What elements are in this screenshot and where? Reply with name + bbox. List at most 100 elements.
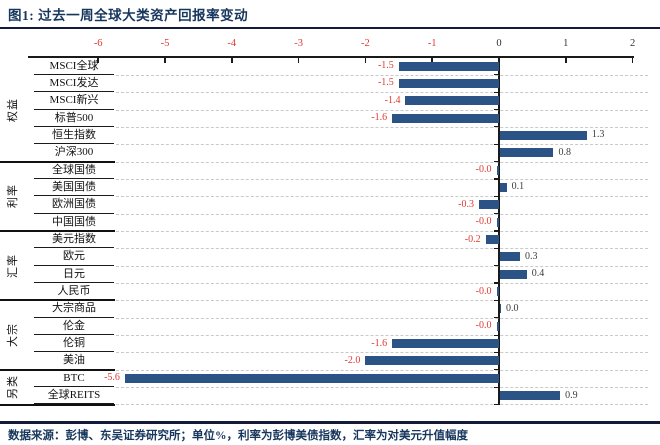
zero-axis-tick [493,299,499,301]
bar [500,252,521,262]
zero-axis-tick [493,178,499,180]
row-gridline [116,317,648,319]
bar [500,182,507,192]
x-axis-tick-label: -4 [227,38,237,49]
chart-row: 全球REITS 0.9 [0,387,660,406]
chart-row: 沪深300 0.8 [0,144,660,163]
zero-axis-tick [493,386,499,388]
group-divider [0,368,115,371]
footer-divider [0,421,660,424]
value-label: -0.3 [458,198,474,210]
row-gridline [116,144,648,146]
row-gridline [116,109,648,111]
bar [398,61,499,71]
zero-axis-tick [493,161,499,163]
x-axis-tick-label: -3 [294,38,303,49]
x-axis-tick-label: -6 [93,38,103,49]
bar [500,391,561,401]
value-label: 0.4 [531,268,545,280]
chart-row: 恒生指数 1.3 [0,127,660,146]
row-gridline [116,300,648,302]
group-divider [0,403,115,406]
row-gridline [116,92,648,94]
bar [500,148,554,158]
row-label: 伦铜 [34,335,114,353]
row-gridline [116,248,648,250]
x-axis-tick-label: -2 [361,38,370,49]
zero-axis-tick [493,230,499,232]
chart-row: 欧洲国债 -0.3 [0,196,660,215]
chart-row: 伦铜 -1.6 [0,335,660,354]
chart-row: 中国国债 -0.0 [0,214,660,232]
value-label: 1.3 [591,129,605,141]
row-label: 全球REITS [34,387,114,405]
chart-row: 伦金 -0.0 [0,318,660,337]
value-label: -5.6 [104,372,120,384]
value-label: -0.2 [464,233,481,245]
value-label: -2.0 [344,354,361,366]
row-label: MSCI发达 [34,75,114,93]
source-note: 数据来源：彭博、东吴证券研究所；单位%，利率为彭博美债指数，汇率为对美元升值幅度 [8,430,468,442]
group-label: 汇率 [7,253,19,278]
x-axis-tick-mark [631,56,634,63]
title-divider [0,27,660,29]
row-label: 伦金 [34,318,114,336]
row-label: 恒生指数 [34,127,114,145]
value-label: -0.0 [475,164,492,176]
zero-axis-tick [493,317,499,319]
row-gridline [116,387,648,389]
x-axis-tick-mark [364,56,367,63]
x-axis-tick-label: -5 [160,38,170,49]
bar [496,165,499,175]
value-label: -1.6 [371,337,388,349]
x-axis-tick-label: 2 [629,38,636,49]
row-gridline [116,196,648,198]
bar [496,217,499,227]
row-gridline [116,283,648,285]
x-axis-tick-label: 0 [496,38,502,49]
chart-row: 日元 0.4 [0,266,660,285]
group-label: 利率 [7,184,19,209]
bar [496,321,499,331]
group-divider [0,299,115,302]
row-gridline [116,161,648,163]
row-label: 日元 [34,266,114,284]
zero-axis-tick [493,265,499,267]
bar [478,200,499,210]
row-label: 全球国债 [34,162,114,179]
value-label: 0.1 [511,181,525,193]
row-label: 美元指数 [34,231,114,249]
value-label: -1.5 [377,77,394,89]
chart-row: 标普500 -1.6 [0,110,660,128]
value-label: -0.0 [475,285,492,297]
row-gridline [116,230,648,232]
zero-axis-tick [493,351,499,354]
bar [496,287,499,297]
bar [392,113,499,123]
group-divider [0,230,115,232]
row-label: 美国国债 [34,179,114,197]
bar [500,269,527,279]
zero-axis-tick [493,74,499,76]
value-label: -0.0 [475,216,492,228]
x-axis-tick-mark [164,56,166,63]
x-axis-tick-mark [431,56,433,63]
zero-axis-tick [493,126,499,128]
chart-row: BTC -5.6 [0,370,660,389]
x-axis-line [28,56,634,58]
bar [124,373,499,383]
zero-axis-tick [493,91,499,93]
zero-axis-tick [493,403,499,406]
bar [365,356,499,366]
zero-baseline [497,56,501,405]
bar [405,96,499,106]
zero-axis-tick [493,369,499,371]
row-label: BTC [34,370,114,388]
x-axis-tick-mark [565,56,567,63]
row-label: 大宗商品 [34,300,114,318]
bar [485,235,499,244]
row-gridline [116,126,648,128]
row-label: MSCI新兴 [34,92,114,110]
